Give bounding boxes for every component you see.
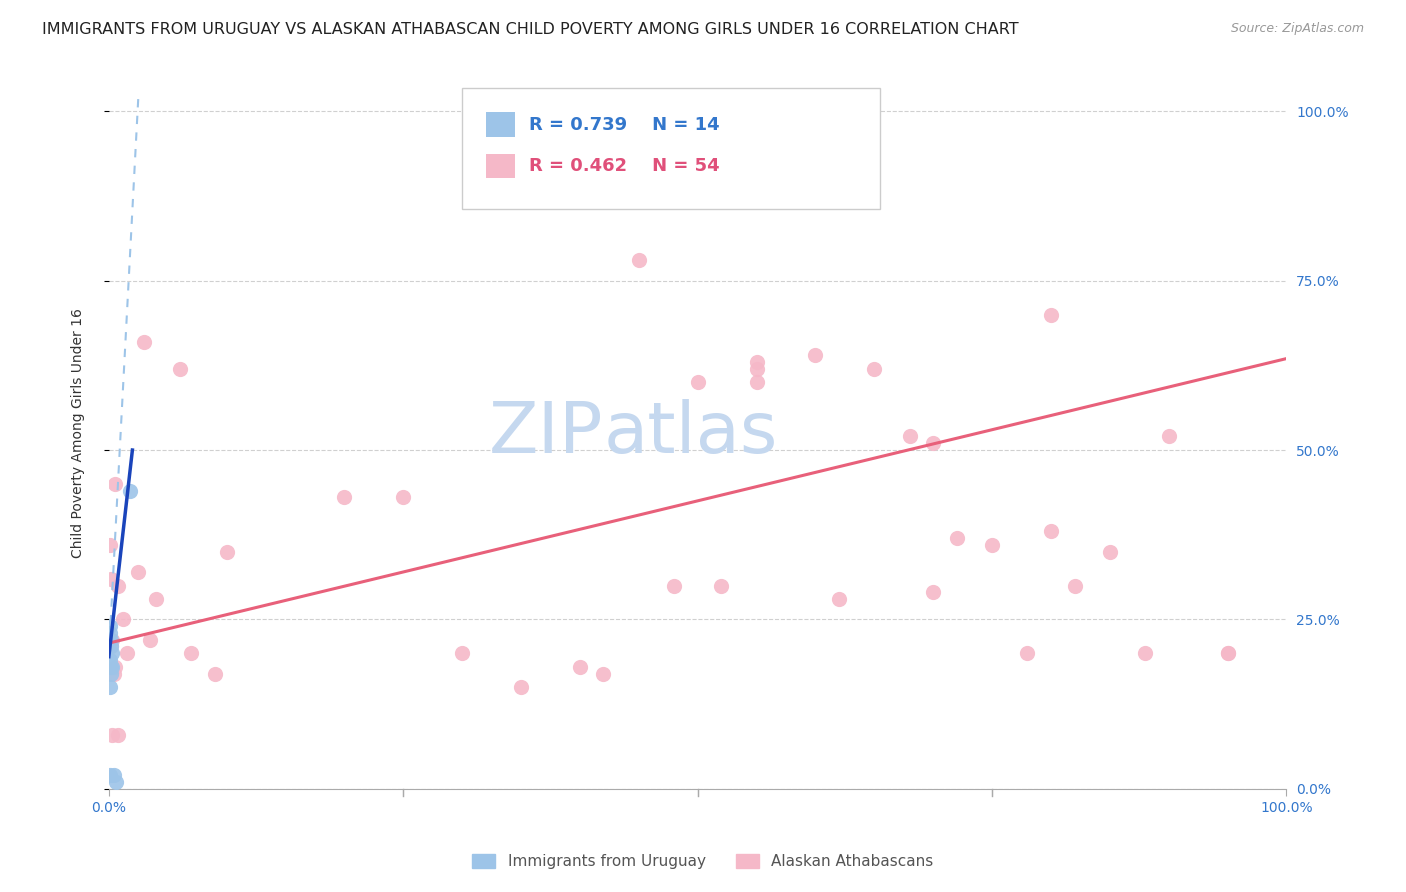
Point: [710, 578, 733, 592]
Point: [101, 660, 124, 674]
Point: [898, 429, 921, 443]
Point: [1098, 544, 1121, 558]
Point: [100, 666, 122, 681]
FancyBboxPatch shape: [463, 88, 880, 209]
Point: [592, 666, 614, 681]
Point: [945, 531, 967, 545]
FancyBboxPatch shape: [485, 153, 515, 178]
Point: [1216, 646, 1239, 660]
Point: [451, 646, 474, 660]
Point: [981, 538, 1004, 552]
Point: [568, 660, 591, 674]
Point: [686, 376, 709, 390]
Point: [1039, 524, 1062, 539]
Point: [204, 666, 226, 681]
Point: [100, 640, 122, 654]
Point: [103, 666, 125, 681]
Point: [100, 572, 122, 586]
Point: [134, 334, 156, 349]
Point: [169, 361, 191, 376]
Point: [103, 768, 125, 782]
Point: [828, 592, 851, 607]
Point: [627, 253, 650, 268]
Point: [107, 578, 129, 592]
Point: [98, 626, 121, 640]
Point: [1133, 646, 1156, 660]
Point: [104, 660, 127, 674]
Point: [1157, 429, 1180, 443]
Point: [392, 491, 415, 505]
Point: [98, 619, 121, 633]
Point: [533, 104, 555, 119]
Text: Source: ZipAtlas.com: Source: ZipAtlas.com: [1230, 22, 1364, 36]
Point: [139, 632, 162, 647]
Text: R = 0.739    N = 14: R = 0.739 N = 14: [529, 116, 720, 134]
Point: [180, 646, 202, 660]
Point: [333, 491, 356, 505]
Point: [98, 538, 121, 552]
Text: ZIP: ZIP: [489, 399, 603, 467]
Point: [104, 476, 127, 491]
Text: atlas: atlas: [603, 399, 778, 467]
Point: [118, 483, 141, 498]
Point: [804, 104, 827, 119]
Point: [745, 376, 768, 390]
Point: [745, 361, 768, 376]
Point: [686, 104, 709, 119]
Point: [98, 653, 121, 667]
Point: [510, 680, 533, 694]
Point: [111, 612, 134, 626]
Point: [1216, 646, 1239, 660]
Point: [145, 592, 167, 607]
Point: [804, 348, 827, 362]
Point: [863, 361, 886, 376]
Point: [745, 355, 768, 369]
Legend: Immigrants from Uruguay, Alaskan Athabascans: Immigrants from Uruguay, Alaskan Athabas…: [467, 848, 939, 875]
Point: [101, 632, 124, 647]
Point: [1063, 578, 1085, 592]
Point: [828, 104, 851, 119]
Point: [922, 585, 945, 599]
Point: [100, 640, 122, 654]
Point: [104, 775, 127, 789]
Point: [101, 727, 124, 741]
Point: [101, 646, 124, 660]
Point: [100, 632, 122, 647]
Point: [107, 727, 129, 741]
Point: [98, 680, 121, 694]
Point: [98, 768, 121, 782]
Point: [1039, 308, 1062, 322]
Point: [215, 544, 238, 558]
Text: R = 0.462    N = 54: R = 0.462 N = 54: [529, 157, 720, 176]
FancyBboxPatch shape: [485, 112, 515, 137]
Y-axis label: Child Poverty Among Girls Under 16: Child Poverty Among Girls Under 16: [72, 308, 86, 558]
Point: [922, 436, 945, 450]
Point: [100, 660, 122, 674]
Point: [662, 578, 685, 592]
Point: [1017, 646, 1039, 660]
Point: [127, 565, 149, 579]
Point: [115, 646, 138, 660]
Text: IMMIGRANTS FROM URUGUAY VS ALASKAN ATHABASCAN CHILD POVERTY AMONG GIRLS UNDER 16: IMMIGRANTS FROM URUGUAY VS ALASKAN ATHAB…: [42, 22, 1019, 37]
